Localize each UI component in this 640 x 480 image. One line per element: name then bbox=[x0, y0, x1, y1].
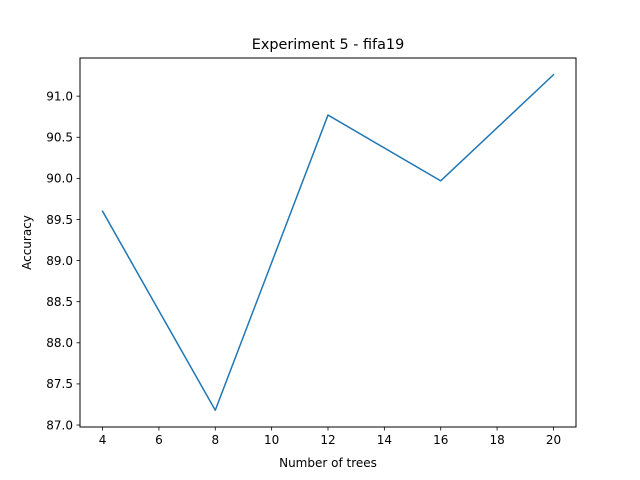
x-axis-ticks: 4 6 8 10 12 14 16 18 20 bbox=[99, 427, 561, 447]
y-tick-label: 90.5 bbox=[46, 131, 73, 145]
y-tick-label: 90.0 bbox=[46, 172, 73, 186]
y-tick-label: 87.5 bbox=[46, 377, 73, 391]
x-axis-label: Number of trees bbox=[279, 456, 377, 470]
x-tick-label: 10 bbox=[264, 433, 279, 447]
x-tick-label: 20 bbox=[546, 433, 561, 447]
y-axis-ticks: 87.0 87.5 88.0 88.5 89.0 89.5 90.0 90.5 91.0 bbox=[46, 89, 80, 432]
x-tick-label: 18 bbox=[489, 433, 504, 447]
x-tick-label: 6 bbox=[155, 433, 163, 447]
series-line bbox=[101, 73, 555, 411]
x-tick-label: 12 bbox=[320, 433, 335, 447]
y-tick-label: 89.5 bbox=[46, 213, 73, 227]
chart-title: Experiment 5 - fifa19 bbox=[252, 37, 404, 53]
y-tick-label: 91.0 bbox=[46, 89, 73, 103]
y-tick-label: 89.0 bbox=[46, 254, 73, 268]
plot-frame bbox=[79, 57, 577, 428]
series-layer bbox=[101, 73, 555, 411]
y-tick-label: 87.0 bbox=[46, 418, 73, 432]
x-tick-label: 16 bbox=[433, 433, 448, 447]
x-tick-label: 8 bbox=[211, 433, 219, 447]
x-tick-label: 4 bbox=[99, 433, 107, 447]
y-tick-label: 88.0 bbox=[46, 336, 73, 350]
x-tick-label: 14 bbox=[377, 433, 392, 447]
y-tick-label: 88.5 bbox=[46, 295, 73, 309]
y-axis-label: Accuracy bbox=[20, 215, 34, 270]
